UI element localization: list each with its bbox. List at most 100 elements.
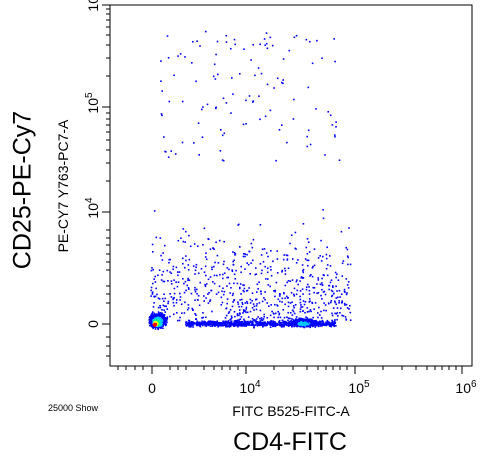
event-dot — [156, 315, 158, 318]
event-dot — [158, 326, 161, 329]
event-dot — [188, 322, 191, 324]
event-dot — [157, 321, 160, 324]
event-dot — [185, 325, 188, 327]
event-dot — [223, 322, 226, 325]
event-dot — [251, 324, 254, 326]
event-dot — [226, 325, 228, 328]
event-dot — [257, 321, 259, 324]
event-dot — [151, 325, 153, 327]
event-dot — [232, 324, 234, 326]
event-dot — [291, 325, 293, 328]
event-dot — [270, 324, 273, 326]
event-dot — [254, 319, 256, 321]
event-dot — [272, 325, 274, 328]
event-dot — [237, 325, 239, 328]
event-dot — [330, 325, 332, 327]
event-dot — [243, 325, 245, 327]
event-dot — [261, 323, 263, 325]
event-dot — [322, 321, 324, 323]
event-dot — [254, 324, 256, 326]
event-dot — [261, 321, 263, 324]
event-dot — [269, 326, 272, 328]
event-dot — [189, 324, 192, 327]
event-dot — [158, 324, 160, 326]
event-dot — [315, 323, 318, 325]
event-dot — [151, 314, 154, 317]
event-dot — [310, 324, 312, 326]
event-dot — [156, 314, 159, 316]
event-dot — [152, 327, 154, 330]
event-dot — [266, 324, 268, 326]
event-dot — [214, 324, 216, 327]
event-dot — [218, 323, 221, 325]
event-dot — [222, 320, 225, 323]
event-dot — [280, 326, 283, 328]
event-dot — [314, 320, 316, 322]
event-dot — [243, 320, 246, 322]
event-dot — [313, 324, 316, 326]
event-dot — [216, 320, 219, 322]
event-dot — [194, 322, 196, 325]
event-dot — [154, 324, 157, 326]
event-dot — [195, 324, 198, 327]
event-dot — [226, 323, 228, 326]
event-dot — [325, 324, 328, 327]
event-dot — [159, 317, 161, 320]
event-dot — [248, 324, 250, 326]
event-dot — [295, 318, 297, 320]
event-dot — [152, 321, 154, 323]
event-dot — [191, 322, 194, 324]
event-dot — [231, 322, 233, 325]
event-dot — [202, 322, 205, 324]
event-dot — [273, 325, 275, 328]
event-dot — [221, 324, 223, 326]
event-dot — [270, 320, 272, 322]
event-dot — [203, 323, 205, 325]
event-dot — [281, 323, 284, 326]
event-dot — [220, 322, 222, 324]
event-dot — [163, 315, 165, 318]
event-dot — [235, 322, 237, 325]
event-dot — [244, 321, 247, 324]
event-dot — [191, 324, 194, 326]
event-dot — [162, 323, 165, 326]
event-dot — [274, 321, 276, 324]
event-dot — [192, 326, 194, 328]
event-dot — [256, 325, 259, 327]
event-dot — [241, 325, 244, 327]
event-dot — [166, 316, 169, 318]
event-dot — [270, 323, 272, 326]
event-dot — [165, 323, 167, 326]
event-dot — [331, 323, 333, 326]
event-dot — [335, 325, 337, 327]
event-dot — [264, 321, 266, 323]
event-dot — [292, 321, 294, 323]
event-dot — [309, 321, 312, 323]
event-dot — [243, 321, 246, 324]
event-dot — [162, 327, 164, 330]
event-dot — [233, 320, 236, 322]
event-dot — [254, 320, 257, 322]
event-dot — [152, 316, 154, 319]
event-dot — [209, 323, 211, 325]
event-dot — [238, 324, 240, 327]
event-dot — [333, 322, 336, 325]
event-dot — [308, 325, 310, 328]
event-dot — [158, 323, 161, 325]
event-dot — [219, 325, 221, 327]
event-dot — [283, 323, 286, 326]
event-dot — [307, 319, 310, 322]
event-dot — [155, 317, 157, 319]
event-dot — [280, 325, 283, 327]
event-dot — [209, 325, 212, 327]
event-dot — [280, 321, 282, 324]
event-dot — [262, 326, 264, 328]
event-dot — [246, 324, 249, 326]
event-dot — [238, 319, 240, 322]
event-dot — [252, 323, 255, 326]
event-dot — [227, 320, 230, 322]
event-dot — [305, 318, 308, 321]
plot-frame — [109, 4, 473, 367]
event-dot — [153, 313, 155, 315]
